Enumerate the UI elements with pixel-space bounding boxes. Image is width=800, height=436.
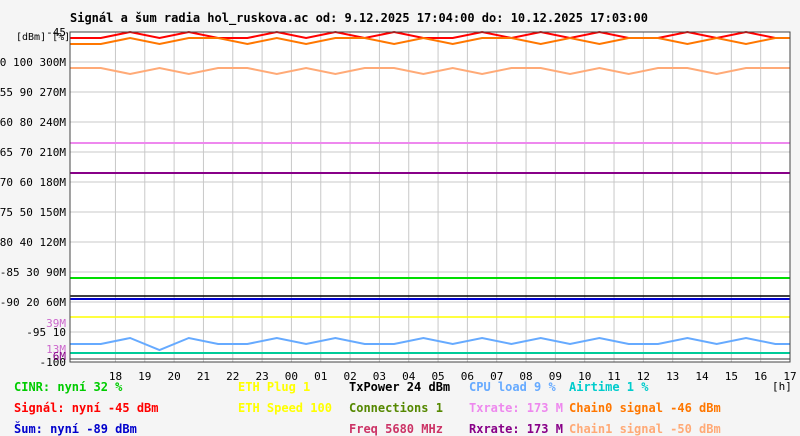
legend-item: Signál: nyní -45 dBm — [14, 401, 159, 415]
x-tick-label: 22 — [226, 370, 239, 383]
legend-item: Šum: nyní -89 dBm — [14, 422, 137, 436]
x-tick-label: 01 — [314, 370, 327, 383]
legend-item: CPU load 9 % — [469, 380, 556, 394]
series-layer — [70, 30, 790, 354]
x-tick-label: 23 — [255, 370, 268, 383]
x-tick-label: 18 — [109, 370, 122, 383]
series-line-chain1-signal — [70, 66, 790, 76]
x-tick-label: 12 — [637, 370, 650, 383]
x-unit-label: [h] — [772, 380, 792, 393]
y-tick-label: -60 80 240M — [0, 116, 66, 129]
legend-item: Freq 5680 MHz — [349, 422, 443, 436]
y-tick-label: -55 90 270M — [0, 86, 66, 99]
y-tick-label: -100 — [40, 356, 67, 369]
y-tick-label: -65 70 210M — [0, 146, 66, 159]
x-tick-label: 05 — [431, 370, 444, 383]
y-unit-label: [dBm] [%] — [16, 32, 70, 43]
y-tick-label: -90 20 60M — [0, 296, 66, 309]
x-tick-label: 00 — [285, 370, 298, 383]
x-tick-label: 09 — [549, 370, 562, 383]
legend-item: Txrate: 173 M — [469, 401, 563, 415]
x-tick-label: 06 — [461, 370, 474, 383]
y-tick-label: -50 100 300M — [0, 56, 66, 69]
y-tick-label: -85 30 90M — [0, 266, 66, 279]
x-tick-label: 07 — [490, 370, 503, 383]
x-tick-label: 03 — [373, 370, 386, 383]
x-tick-label: 17 — [783, 370, 796, 383]
x-tick-label: 19 — [138, 370, 151, 383]
x-tick-label: 14 — [695, 370, 709, 383]
extra-tick-label: 6M — [53, 350, 67, 363]
plot-background — [70, 32, 790, 362]
x-tick-label: 04 — [402, 370, 416, 383]
x-tick-label: 02 — [343, 370, 356, 383]
x-tick-label: 10 — [578, 370, 591, 383]
legend-item: Connections 1 — [349, 401, 443, 415]
legend-item: ETH Speed 100 — [238, 401, 332, 415]
axes: -45 -50 100 300M -55 90 270M -60 80 240M -65… — [0, 26, 797, 383]
legend-item: CINR: nyní 32 % — [14, 380, 123, 394]
series-line-sign-l — [70, 30, 790, 40]
legend-item: Chain0 signal -46 dBm — [569, 401, 721, 415]
legend-item: Airtime 1 % — [569, 380, 649, 394]
extra-tick-label: 39M — [46, 317, 66, 330]
x-tick-label: 15 — [725, 370, 738, 383]
reference-lines — [70, 295, 790, 360]
x-tick-label: 16 — [754, 370, 767, 383]
y-tick-label: -70 60 180M — [0, 176, 66, 189]
chart-title: Signál a šum radia hol_ruskova.ac od: 9.… — [70, 11, 648, 26]
x-tick-label: 21 — [197, 370, 210, 383]
series-line-cpu-load — [70, 336, 790, 352]
x-tick-label: 13 — [666, 370, 679, 383]
legend-item: Chain1 signal -50 dBm — [569, 422, 721, 436]
legend-item: ETH Plug 1 — [238, 380, 311, 394]
extra-tick-label: 13M — [46, 343, 66, 356]
y-tick-label: -75 50 150M — [0, 206, 66, 219]
legend-item: TxPower 24 dBm — [349, 380, 451, 394]
plot-frame — [69, 31, 791, 363]
y-tick-label: -45 — [46, 26, 66, 39]
legend-item: Rxrate: 173 M — [469, 422, 563, 436]
y-tick-label: -80 40 120M — [0, 236, 66, 249]
x-tick-label: 11 — [607, 370, 620, 383]
x-tick-label: 20 — [167, 370, 180, 383]
y-tick-label: -95 10 — [26, 326, 66, 339]
series-line-chain0-signal — [70, 36, 790, 46]
x-tick-label: 08 — [519, 370, 532, 383]
